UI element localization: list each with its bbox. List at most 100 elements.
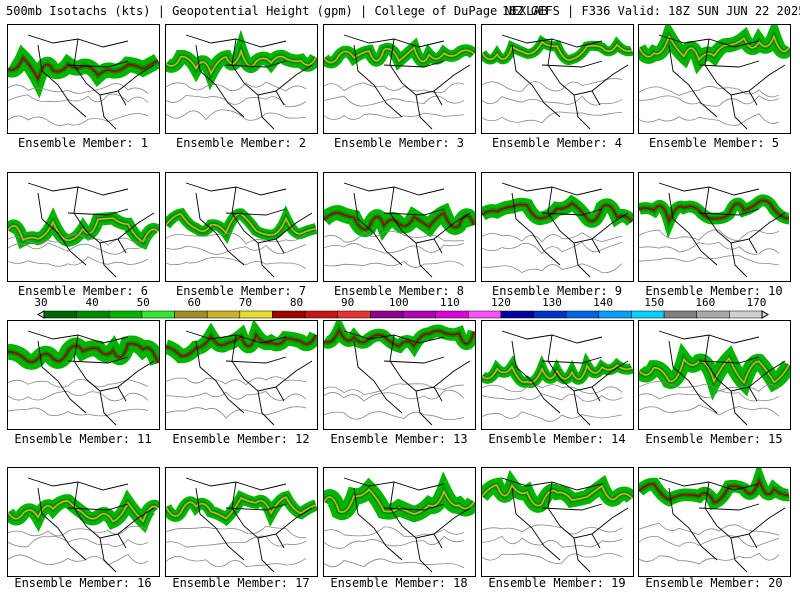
ensemble-member-panel — [638, 172, 791, 282]
height-contour — [8, 390, 149, 402]
colorbar-tick-label: 70 — [238, 296, 253, 309]
height-contour — [639, 241, 780, 255]
colorbar-tick-label: 170 — [746, 296, 767, 309]
color-scale-bar — [37, 310, 769, 319]
map-panel-svg — [8, 34, 159, 130]
ensemble-member-panel — [165, 320, 318, 430]
height-contour — [324, 526, 465, 538]
height-contour — [324, 243, 465, 254]
ensemble-member-label: Ensemble Member: 17 — [172, 576, 310, 590]
height-contour — [482, 232, 623, 243]
header: 500mb Isotachs (kts) | Geopotential Heig… — [6, 4, 800, 18]
height-contour — [8, 256, 149, 267]
coastline-borders — [658, 477, 786, 573]
colorbar-tick-label: 80 — [289, 296, 304, 309]
isotach-band — [482, 41, 633, 61]
ensemble-member-label: Ensemble Member: 12 — [172, 432, 310, 446]
isotach-band — [8, 217, 159, 243]
colorbar-swatch — [663, 310, 697, 319]
isotach-band — [166, 496, 317, 520]
map-panel-svg — [482, 182, 633, 278]
height-contour — [639, 389, 780, 402]
map-panel-svg — [8, 330, 159, 426]
height-contour — [166, 81, 307, 92]
height-contour — [8, 83, 149, 94]
height-contour — [482, 393, 623, 402]
height-contour — [8, 378, 149, 388]
height-contour — [324, 389, 465, 402]
height-contour — [324, 260, 465, 268]
colorbar-tick-label: 90 — [340, 296, 355, 309]
height-contour — [324, 558, 465, 569]
colorbar-right-arrow — [761, 310, 769, 319]
height-contour — [166, 95, 307, 108]
height-contour — [166, 390, 307, 401]
map-panel-svg — [324, 182, 475, 278]
colorbar-swatch — [272, 310, 306, 319]
map-panel-svg — [166, 182, 317, 278]
ensemble-member-label: Ensemble Member: 4 — [491, 136, 623, 150]
colorbar-swatch — [696, 310, 730, 319]
height-contour — [8, 233, 149, 246]
height-contour — [166, 525, 307, 539]
height-contour — [8, 93, 149, 103]
height-contour — [166, 109, 307, 121]
colorbar-tick-label: 40 — [85, 296, 99, 309]
ensemble-member-label: Ensemble Member: 7 — [175, 284, 307, 298]
height-contour — [482, 111, 623, 124]
height-contour — [482, 524, 623, 535]
coastline-borders — [185, 330, 313, 426]
height-contour — [639, 380, 780, 392]
map-panel-svg — [639, 182, 790, 278]
colorbar-swatch — [109, 310, 143, 319]
map-panel-svg — [166, 29, 317, 130]
height-contour — [639, 255, 780, 266]
height-contour — [8, 525, 149, 537]
ensemble-member-label: Ensemble Member: 13 — [330, 432, 468, 446]
map-panel-svg — [166, 477, 317, 573]
coastline-borders — [501, 182, 629, 278]
isotach-band — [324, 211, 475, 231]
ensemble-member-panel — [165, 172, 318, 282]
colorbar-swatch — [337, 310, 371, 319]
height-contour — [482, 78, 623, 92]
colorbar-swatch — [729, 310, 763, 319]
colorbar-swatch — [500, 310, 534, 319]
map-panel-svg — [482, 34, 633, 130]
height-contour — [639, 404, 780, 417]
height-contour — [639, 86, 780, 98]
map-panel-svg — [324, 34, 475, 130]
height-contour — [639, 229, 780, 241]
colorbar-tick-label: 60 — [187, 296, 201, 309]
map-panel-svg — [482, 330, 633, 426]
ensemble-member-label: Ensemble Member: 2 — [175, 136, 307, 150]
ensemble-member-panel — [481, 172, 634, 282]
height-contour — [324, 112, 465, 120]
colorbar-tick-label: 140 — [593, 296, 614, 309]
height-contour — [324, 230, 465, 243]
ensemble-member-label: Ensemble Member: 18 — [330, 576, 468, 590]
height-contour — [639, 535, 780, 547]
colorbar-tick-label: 130 — [542, 296, 562, 309]
coastline-borders — [343, 330, 471, 426]
height-contour — [482, 411, 623, 422]
colorbar-swatch — [304, 310, 338, 319]
height-contour — [482, 95, 623, 106]
colorbar-swatch — [239, 310, 273, 319]
ensemble-member-panel — [323, 24, 476, 134]
coastline-borders — [343, 477, 471, 573]
ensemble-member-panel — [7, 320, 160, 430]
coastline-borders — [501, 477, 629, 573]
ensemble-member-panel — [481, 467, 634, 577]
ensemble-member-panel — [165, 24, 318, 134]
ensemble-member-panel — [481, 320, 634, 430]
ensemble-member-label: Ensemble Member: 10 — [645, 284, 783, 298]
ensemble-member-panel — [638, 24, 791, 134]
isotach-band — [482, 363, 633, 384]
colorbar-swatch — [141, 310, 175, 319]
header-title-left: 500mb Isotachs (kts) | Geopotential Heig… — [6, 4, 548, 18]
ensemble-member-label: Ensemble Member: 9 — [491, 284, 623, 298]
map-panel-svg — [166, 321, 317, 426]
height-contour — [166, 232, 307, 245]
ensemble-member-panel — [323, 467, 476, 577]
